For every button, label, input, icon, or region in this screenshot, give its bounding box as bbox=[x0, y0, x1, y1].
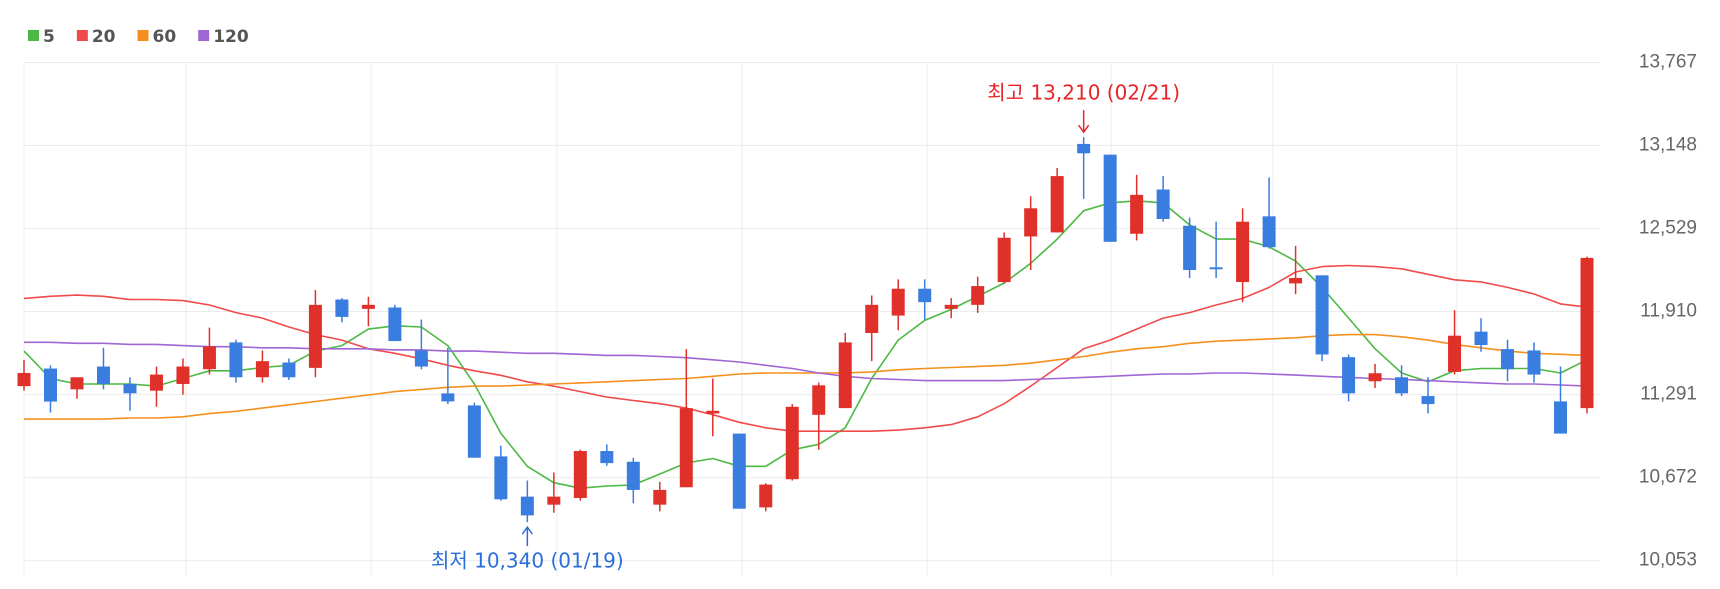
candle-body bbox=[467, 405, 481, 458]
candle-body bbox=[1289, 278, 1303, 284]
candle-body bbox=[600, 451, 614, 464]
legend: 5 20 60 120 bbox=[28, 27, 249, 47]
candle-body bbox=[1448, 335, 1462, 372]
candle-body bbox=[1130, 194, 1144, 234]
candle-body bbox=[759, 484, 773, 508]
candle-body bbox=[520, 496, 534, 516]
candle-body bbox=[282, 362, 296, 378]
y-tick-label: 11,910 bbox=[1640, 301, 1697, 322]
candles bbox=[17, 137, 1594, 523]
candle-body bbox=[335, 299, 349, 317]
high-label: 최고 13,210 (02/21) bbox=[987, 81, 1180, 105]
y-tick-label: 10,053 bbox=[1639, 550, 1697, 571]
y-tick-label: 10,672 bbox=[1639, 467, 1697, 488]
candle-body bbox=[1236, 221, 1250, 283]
candle-body bbox=[1262, 216, 1276, 248]
candle-body bbox=[1342, 357, 1356, 394]
candle-body bbox=[706, 410, 720, 414]
legend-label: 120 bbox=[213, 27, 249, 47]
candle-body bbox=[361, 304, 375, 309]
candle-body bbox=[202, 346, 216, 370]
legend-swatch bbox=[137, 30, 149, 41]
legend-swatch bbox=[28, 30, 39, 41]
ma-line bbox=[23, 200, 1588, 489]
candle-body bbox=[1103, 154, 1117, 242]
legend-swatch bbox=[76, 30, 88, 41]
ma-line bbox=[23, 264, 1588, 432]
high-arrowhead bbox=[1078, 124, 1090, 134]
legend-label: 5 bbox=[43, 27, 55, 47]
candle-body bbox=[1554, 401, 1568, 434]
candle-body bbox=[891, 288, 905, 316]
candle-body bbox=[255, 361, 269, 378]
low-arrowhead bbox=[521, 525, 533, 535]
grid: 10,053 10,672 11,291 11,910 12,529 13,148 13,7… bbox=[24, 52, 1697, 571]
legend-label: 20 bbox=[92, 27, 116, 47]
candle-body bbox=[149, 374, 163, 391]
candle-body bbox=[785, 406, 799, 480]
candle-body bbox=[1395, 377, 1409, 394]
ma-line bbox=[24, 341, 1588, 387]
candle-body bbox=[494, 456, 508, 500]
candle-body bbox=[388, 307, 402, 342]
candle-body bbox=[918, 288, 932, 303]
candle-body bbox=[1183, 225, 1197, 270]
candle-body bbox=[70, 377, 84, 390]
moving-averages bbox=[23, 200, 1588, 489]
candle-body bbox=[1024, 208, 1038, 237]
annotations: 최고 13,210 (02/21) 최저 10,340 (01/19) bbox=[431, 81, 1180, 573]
candle-body bbox=[732, 433, 746, 509]
candle-body bbox=[626, 461, 640, 490]
candle-body bbox=[1421, 396, 1435, 405]
candle-body bbox=[1368, 373, 1382, 382]
candle-body bbox=[1209, 267, 1223, 270]
y-tick-label: 13,767 bbox=[1639, 52, 1697, 73]
y-tick-label: 11,291 bbox=[1640, 384, 1697, 405]
candle-body bbox=[308, 304, 322, 368]
candle-body bbox=[1501, 349, 1515, 370]
candle-body bbox=[43, 368, 57, 402]
candle-body bbox=[812, 385, 826, 415]
candle-body bbox=[679, 408, 693, 488]
candle-body bbox=[997, 237, 1011, 283]
legend-label: 60 bbox=[153, 27, 177, 47]
candle-body bbox=[1474, 331, 1488, 346]
candle-body bbox=[547, 496, 561, 505]
candle-body bbox=[176, 366, 190, 384]
candle-body bbox=[1527, 350, 1541, 375]
y-tick-label: 12,529 bbox=[1639, 218, 1697, 239]
candle-body bbox=[441, 393, 455, 402]
legend-swatch bbox=[198, 30, 210, 41]
low-label: 최저 10,340 (01/19) bbox=[431, 549, 624, 573]
candle-body bbox=[573, 451, 587, 498]
candle-body bbox=[96, 366, 110, 384]
candle-body bbox=[229, 342, 243, 378]
candle-body bbox=[123, 383, 137, 394]
candle-body bbox=[653, 489, 667, 505]
candle-body bbox=[414, 350, 428, 367]
candle-body bbox=[1580, 257, 1594, 409]
candle-body bbox=[838, 342, 852, 409]
candle-body bbox=[1315, 275, 1329, 355]
y-tick-label: 13,148 bbox=[1639, 135, 1697, 156]
candle-body bbox=[1077, 143, 1091, 154]
candle-body bbox=[971, 286, 985, 305]
candle-body bbox=[944, 304, 958, 309]
candle-body bbox=[865, 304, 879, 334]
candle-body bbox=[1156, 189, 1170, 220]
candle-body bbox=[17, 372, 31, 387]
candle-body bbox=[1050, 176, 1064, 233]
